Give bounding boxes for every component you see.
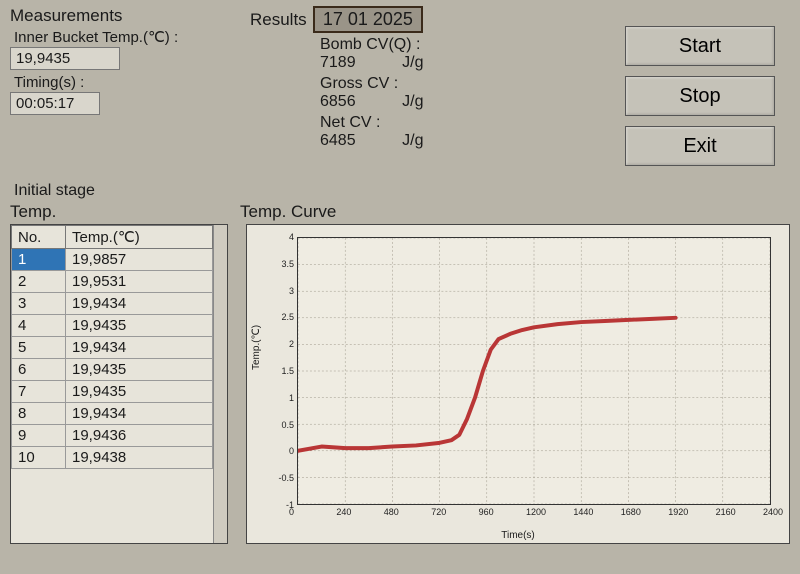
table-row[interactable]: 919,9436 [12,425,213,447]
results-header: Results [250,10,307,30]
ytick: 3.5 [281,259,294,269]
ytick: 1.5 [281,366,294,376]
net-cv-value: 6485 [320,132,390,150]
cell-temp: 19,9438 [66,447,213,469]
cell-no: 8 [12,403,66,425]
timing-label: Timing(s) : [14,74,240,91]
net-cv-label: Net CV : [320,114,625,132]
table-row[interactable]: 519,9434 [12,337,213,359]
xtick: 1680 [621,507,641,517]
ytick: 2.5 [281,312,294,322]
temp-table[interactable]: No. Temp.(℃) 119,9857219,9531319,9434419… [10,224,228,544]
table-row[interactable]: 619,9435 [12,359,213,381]
table-row[interactable]: 219,9531 [12,271,213,293]
table-row[interactable]: 719,9435 [12,381,213,403]
xtick: 1440 [573,507,593,517]
xtick: 2160 [716,507,736,517]
cell-temp: 19,9436 [66,425,213,447]
xtick: 2400 [763,507,783,517]
curve-section-label: Temp. Curve [240,202,336,222]
xtick: 960 [479,507,494,517]
bomb-cv-label: Bomb CV(Q) : [320,36,625,54]
inner-temp-label: Inner Bucket Temp.(℃) : [14,28,240,46]
table-scrollbar[interactable] [213,225,227,543]
chart-xlabel: Time(s) [501,530,535,541]
timing-value[interactable]: 00:05:17 [10,92,100,115]
table-row[interactable]: 319,9434 [12,293,213,315]
gross-cv-value: 6856 [320,93,390,111]
measurements-header: Measurements [10,6,240,26]
cell-temp: 19,9435 [66,359,213,381]
table-row[interactable]: 1019,9438 [12,447,213,469]
ytick: 2 [289,339,294,349]
cell-no: 10 [12,447,66,469]
bomb-cv-unit: J/g [402,54,423,72]
xtick: 720 [431,507,446,517]
cell-temp: 19,9434 [66,337,213,359]
table-row[interactable]: 119,9857 [12,249,213,271]
net-cv-unit: J/g [402,132,423,150]
cell-no: 5 [12,337,66,359]
cell-temp: 19,9435 [66,381,213,403]
xtick: 480 [384,507,399,517]
chart-ylabel: Temp.(℃) [251,325,262,370]
cell-no: 6 [12,359,66,381]
col-temp[interactable]: Temp.(℃) [66,226,213,249]
table-row[interactable]: 819,9434 [12,403,213,425]
temp-section-label: Temp. [10,202,240,222]
ytick: -0.5 [278,473,294,483]
ytick: 0 [289,446,294,456]
xtick: 240 [336,507,351,517]
xtick: 0 [289,507,294,517]
cell-temp: 19,9434 [66,403,213,425]
ytick: 0.5 [281,420,294,430]
cell-temp: 19,9434 [66,293,213,315]
ytick: 1 [289,393,294,403]
gross-cv-unit: J/g [402,93,423,111]
cell-temp: 19,9857 [66,249,213,271]
gross-cv-label: Gross CV : [320,75,625,93]
bomb-cv-value: 7189 [320,54,390,72]
xtick: 1200 [526,507,546,517]
cell-no: 3 [12,293,66,315]
inner-temp-value[interactable]: 19,9435 [10,47,120,70]
stage-status: Initial stage [14,182,800,200]
cell-temp: 19,9531 [66,271,213,293]
xtick: 1920 [668,507,688,517]
temp-curve-chart: Temp.(℃) Time(s) -1-0.500.511.522.533.54… [246,224,790,544]
cell-no: 7 [12,381,66,403]
table-row[interactable]: 419,9435 [12,315,213,337]
start-button[interactable]: Start [625,26,775,66]
cell-temp: 19,9435 [66,315,213,337]
results-date: 17 01 2025 [313,6,423,33]
col-no[interactable]: No. [12,226,66,249]
cell-no: 2 [12,271,66,293]
ytick: 3 [289,286,294,296]
ytick: 4 [289,232,294,242]
cell-no: 9 [12,425,66,447]
cell-no: 1 [12,249,66,271]
exit-button[interactable]: Exit [625,126,775,166]
cell-no: 4 [12,315,66,337]
stop-button[interactable]: Stop [625,76,775,116]
